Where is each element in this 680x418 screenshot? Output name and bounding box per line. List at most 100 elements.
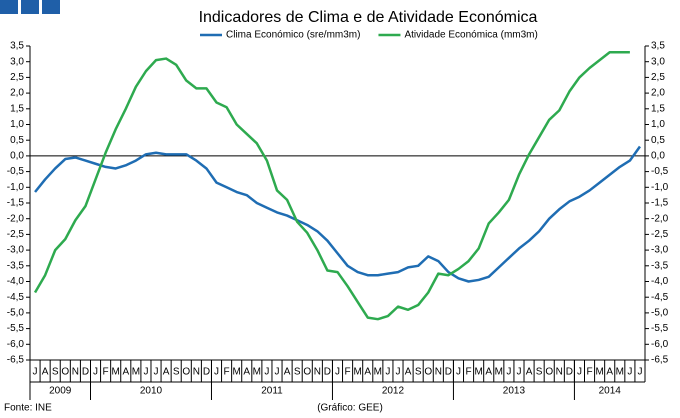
x-tick-label: M: [233, 367, 241, 378]
x-tick-label: S: [294, 367, 301, 378]
y2-tick-label: 2,0: [651, 88, 665, 99]
x-tick-label: S: [415, 367, 422, 378]
x-tick-label: D: [566, 367, 573, 378]
x-tick-label: M: [374, 367, 382, 378]
x-tick-label: J: [516, 367, 521, 378]
x-tick-label: D: [324, 367, 331, 378]
x-tick-label: O: [303, 367, 311, 378]
x-tick-label: M: [253, 367, 261, 378]
x-tick-label: F: [466, 367, 472, 378]
x-tick-label: J: [264, 367, 269, 378]
y2-tick-label: -5,5: [651, 323, 669, 334]
y-tick-label: 2,5: [10, 72, 24, 83]
chart-title: Indicadores de Clima e de Atividade Econ…: [199, 9, 538, 26]
y-tick-label: -1,0: [7, 182, 25, 193]
y2-tick-label: -5,0: [651, 308, 669, 319]
x-tick-label: J: [456, 367, 461, 378]
x-tick-label: F: [345, 367, 351, 378]
logo-square: [21, 0, 39, 14]
x-tick-label: J: [637, 367, 642, 378]
y2-tick-label: -2,5: [651, 229, 669, 240]
year-label: 2010: [140, 386, 163, 397]
y2-tick-label: 0,5: [651, 135, 665, 146]
x-tick-label: J: [93, 367, 98, 378]
x-tick-label: N: [72, 367, 79, 378]
y2-tick-label: -3,5: [651, 260, 669, 271]
x-tick-label: J: [214, 367, 219, 378]
y-tick-label: 0,0: [10, 151, 24, 162]
y2-tick-label: -4,5: [651, 292, 669, 303]
x-tick-label: F: [224, 367, 230, 378]
x-tick-label: A: [526, 367, 533, 378]
y-tick-label: -5,5: [7, 323, 25, 334]
y2-tick-label: 1,0: [651, 119, 665, 130]
logo-square: [0, 0, 18, 14]
series-line: [33, 51, 630, 321]
x-tick-label: J: [385, 367, 390, 378]
x-tick-label: A: [122, 367, 129, 378]
x-tick-label: J: [154, 367, 159, 378]
y-tick-label: -6,0: [7, 339, 25, 350]
x-tick-label: M: [595, 367, 603, 378]
y2-tick-label: 3,0: [651, 56, 665, 67]
y2-tick-label: -1,5: [651, 198, 669, 209]
y-tick-label: -1,5: [7, 198, 25, 209]
x-tick-label: A: [364, 367, 371, 378]
x-tick-label: M: [474, 367, 482, 378]
x-tick-label: A: [405, 367, 412, 378]
y-tick-label: 1,0: [10, 119, 24, 130]
x-tick-label: O: [424, 367, 432, 378]
year-label: 2013: [503, 386, 526, 397]
y2-tick-label: -4,0: [651, 276, 669, 287]
y2-tick-label: 3,5: [651, 41, 665, 52]
x-tick-label: D: [82, 367, 89, 378]
credit: (Gráfico: GEE): [317, 403, 383, 414]
year-label: 2009: [49, 386, 72, 397]
series-line: [34, 145, 641, 283]
y-tick-label: -3,0: [7, 245, 25, 256]
y2-tick-label: -0,5: [651, 166, 669, 177]
y-tick-label: -4,0: [7, 276, 25, 287]
source: Fonte: INE: [4, 403, 52, 414]
y2-tick-label: -6,0: [651, 339, 669, 350]
x-tick-label: J: [506, 367, 511, 378]
y-tick-label: -0,5: [7, 166, 25, 177]
x-tick-label: F: [586, 367, 592, 378]
x-tick-label: O: [182, 367, 190, 378]
x-tick-label: J: [275, 367, 280, 378]
y-tick-label: -6,5: [7, 355, 25, 366]
y2-tick-label: 0,0: [651, 151, 665, 162]
x-tick-label: N: [556, 367, 563, 378]
x-tick-label: A: [42, 367, 49, 378]
x-tick-label: A: [163, 367, 170, 378]
y-tick-label: -5,0: [7, 308, 25, 319]
x-tick-label: J: [335, 367, 340, 378]
y2-tick-label: -6,5: [651, 355, 669, 366]
y-tick-label: 3,5: [10, 41, 24, 52]
x-tick-label: A: [485, 367, 492, 378]
year-label: 2012: [382, 386, 405, 397]
y2-tick-label: -1,0: [651, 182, 669, 193]
x-tick-label: J: [395, 367, 400, 378]
x-tick-label: N: [193, 367, 200, 378]
y-tick-label: 2,0: [10, 88, 24, 99]
x-tick-label: J: [577, 367, 582, 378]
x-tick-label: J: [143, 367, 148, 378]
y2-tick-label: 2,5: [651, 72, 665, 83]
y-tick-label: 0,5: [10, 135, 24, 146]
x-tick-label: N: [435, 367, 442, 378]
x-tick-label: M: [616, 367, 624, 378]
x-tick-label: S: [536, 367, 543, 378]
y-tick-label: 1,5: [10, 103, 24, 114]
x-tick-label: S: [52, 367, 59, 378]
y2-tick-label: -3,0: [651, 245, 669, 256]
x-tick-label: F: [103, 367, 109, 378]
x-tick-label: D: [203, 367, 210, 378]
y-tick-label: -4,5: [7, 292, 25, 303]
x-tick-label: O: [61, 367, 69, 378]
x-tick-label: M: [353, 367, 361, 378]
y2-tick-label: -2,0: [651, 213, 669, 224]
x-tick-label: D: [445, 367, 452, 378]
x-tick-label: A: [243, 367, 250, 378]
